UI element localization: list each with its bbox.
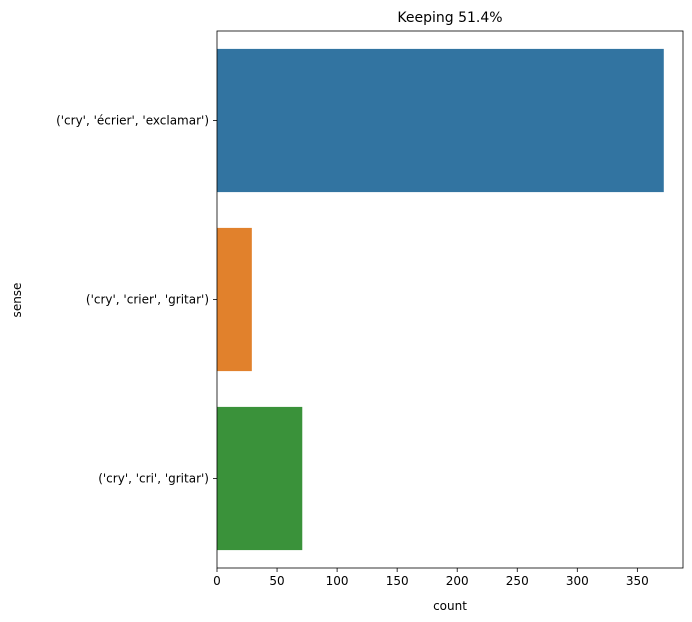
x-tick-label-2: 100 xyxy=(326,574,349,588)
x-tick-label-1: 50 xyxy=(269,574,284,588)
x-tick-label-4: 200 xyxy=(446,574,469,588)
bar-0 xyxy=(217,48,664,193)
x-axis-label: count xyxy=(433,599,467,613)
bar-1 xyxy=(217,227,252,372)
x-tick-label-6: 300 xyxy=(566,574,589,588)
y-tick-label-0: ('cry', 'écrier', 'exclamar') xyxy=(56,114,209,128)
plot-frame xyxy=(216,30,684,569)
y-axis-label: sense xyxy=(10,283,24,318)
x-tick-label-0: 0 xyxy=(213,574,221,588)
y-tick-label-2: ('cry', 'cri', 'gritar') xyxy=(98,472,209,486)
x-tick-label-3: 150 xyxy=(386,574,409,588)
y-tick-label-1: ('cry', 'crier', 'gritar') xyxy=(86,293,209,307)
bar-2 xyxy=(217,406,303,551)
chart-title: Keeping 51.4% xyxy=(397,10,502,26)
x-tick-label-7: 350 xyxy=(626,574,649,588)
x-ticks: 0 50 100 150 200 250 300 350 xyxy=(213,568,649,588)
y-ticks: ('cry', 'écrier', 'exclamar') ('cry', 'cr… xyxy=(56,114,217,486)
x-tick-label-5: 250 xyxy=(506,574,529,588)
bars xyxy=(217,48,664,551)
